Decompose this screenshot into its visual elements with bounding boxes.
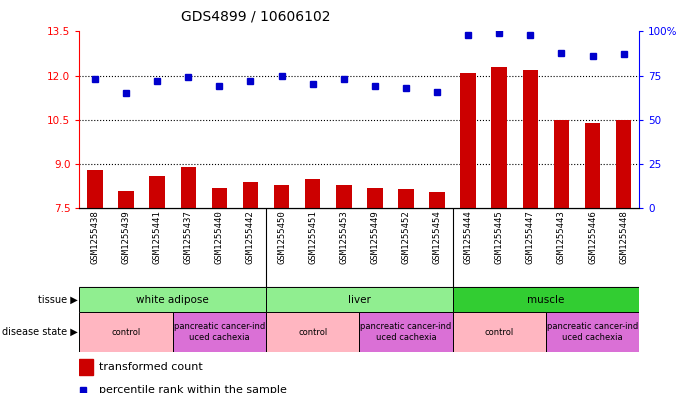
Bar [453, 312, 546, 352]
Bar [359, 312, 453, 352]
Bar [336, 185, 352, 208]
Text: GSM1255452: GSM1255452 [401, 210, 410, 264]
Bar [460, 73, 476, 208]
Bar [522, 70, 538, 208]
Bar [398, 189, 414, 208]
Bar [546, 312, 639, 352]
Text: GSM1255447: GSM1255447 [526, 210, 535, 264]
Text: pancreatic cancer-ind
uced cachexia: pancreatic cancer-ind uced cachexia [547, 322, 638, 342]
Bar [149, 176, 165, 208]
Bar [585, 123, 600, 208]
Text: GSM1255448: GSM1255448 [619, 210, 628, 264]
Bar [87, 170, 103, 208]
Text: GSM1255440: GSM1255440 [215, 210, 224, 264]
Text: percentile rank within the sample: percentile rank within the sample [99, 385, 287, 393]
Bar [243, 182, 258, 208]
Text: GSM1255438: GSM1255438 [91, 210, 100, 264]
Bar [491, 67, 507, 208]
Text: GSM1255449: GSM1255449 [370, 210, 379, 264]
Text: GSM1255445: GSM1255445 [495, 210, 504, 264]
Bar [79, 287, 266, 312]
Text: GSM1255453: GSM1255453 [339, 210, 348, 264]
Text: control: control [484, 328, 514, 336]
Bar [79, 312, 173, 352]
Bar [266, 312, 359, 352]
Text: transformed count: transformed count [99, 362, 202, 372]
Text: GSM1255441: GSM1255441 [153, 210, 162, 264]
Bar [180, 167, 196, 208]
Text: muscle: muscle [527, 295, 565, 305]
Bar [616, 120, 632, 208]
Text: GDS4899 / 10606102: GDS4899 / 10606102 [181, 10, 330, 24]
Text: GSM1255442: GSM1255442 [246, 210, 255, 264]
Text: GSM1255454: GSM1255454 [433, 210, 442, 264]
Bar [79, 359, 93, 375]
Bar [266, 287, 453, 312]
Bar [118, 191, 134, 208]
Bar [453, 287, 639, 312]
Bar [173, 312, 266, 352]
Text: pancreatic cancer-ind
uced cachexia: pancreatic cancer-ind uced cachexia [173, 322, 265, 342]
Bar [274, 185, 290, 208]
Text: tissue ▶: tissue ▶ [38, 295, 78, 305]
Text: GSM1255443: GSM1255443 [557, 210, 566, 264]
Text: white adipose: white adipose [136, 295, 209, 305]
Text: GSM1255451: GSM1255451 [308, 210, 317, 264]
Text: pancreatic cancer-ind
uced cachexia: pancreatic cancer-ind uced cachexia [360, 322, 452, 342]
Text: GSM1255444: GSM1255444 [464, 210, 473, 264]
Text: GSM1255437: GSM1255437 [184, 210, 193, 264]
Bar [305, 179, 321, 208]
Text: liver: liver [348, 295, 371, 305]
Text: GSM1255446: GSM1255446 [588, 210, 597, 264]
Bar [429, 192, 445, 208]
Text: control: control [111, 328, 141, 336]
Bar [367, 188, 383, 208]
Bar [553, 120, 569, 208]
Text: disease state ▶: disease state ▶ [2, 327, 78, 337]
Text: control: control [298, 328, 328, 336]
Text: GSM1255450: GSM1255450 [277, 210, 286, 264]
Bar [211, 188, 227, 208]
Text: GSM1255439: GSM1255439 [122, 210, 131, 264]
